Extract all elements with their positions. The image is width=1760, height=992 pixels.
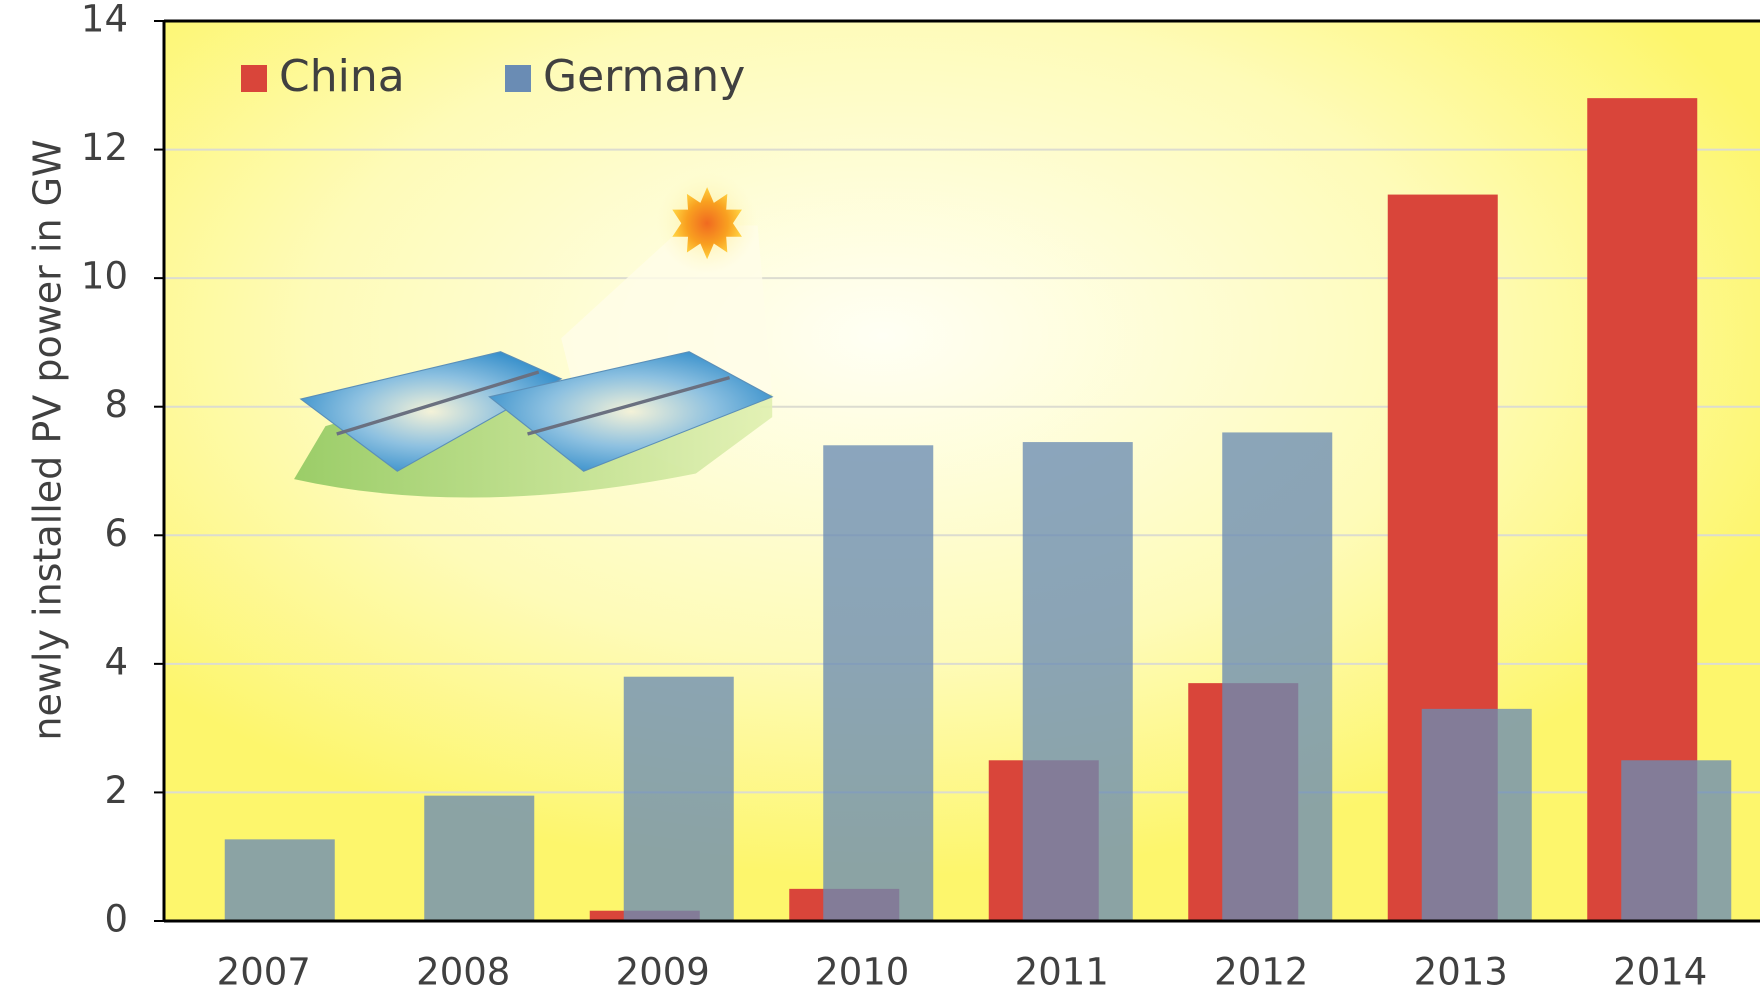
y-tick-label: 2 xyxy=(104,769,128,812)
legend-label: Germany xyxy=(543,51,745,102)
x-tick-label: 2012 xyxy=(1214,951,1308,992)
x-tick-label: 2014 xyxy=(1613,951,1707,992)
bar xyxy=(823,445,934,921)
legend-swatch xyxy=(241,65,267,92)
y-tick-label: 12 xyxy=(81,126,128,169)
x-tick-label: 2007 xyxy=(217,951,311,992)
bar xyxy=(1022,442,1133,921)
x-tick-label: 2013 xyxy=(1414,951,1508,992)
bar xyxy=(623,676,734,921)
y-tick-label: 8 xyxy=(104,383,128,426)
y-tick-label: 4 xyxy=(104,640,128,683)
y-tick-label: 10 xyxy=(81,255,128,298)
legend-swatch xyxy=(505,65,531,92)
bar xyxy=(224,839,335,921)
bar xyxy=(1222,432,1333,921)
x-tick-label: 2009 xyxy=(616,951,710,992)
solar-illustration xyxy=(294,172,774,498)
bars xyxy=(224,98,1732,922)
axes xyxy=(154,19,1760,923)
legend-label: China xyxy=(279,51,405,102)
y-tick-label: 0 xyxy=(104,898,128,941)
y-axis-label: newly installed PV power in GW xyxy=(26,139,70,740)
y-tick-label: 14 xyxy=(81,0,128,41)
bar xyxy=(424,795,535,921)
x-tick-label: 2011 xyxy=(1015,951,1109,992)
x-tick-label: 2008 xyxy=(416,951,510,992)
bar xyxy=(1621,760,1732,921)
bar xyxy=(1421,708,1532,921)
x-tick-label: 2010 xyxy=(815,951,909,992)
y-tick-label: 6 xyxy=(104,512,128,555)
